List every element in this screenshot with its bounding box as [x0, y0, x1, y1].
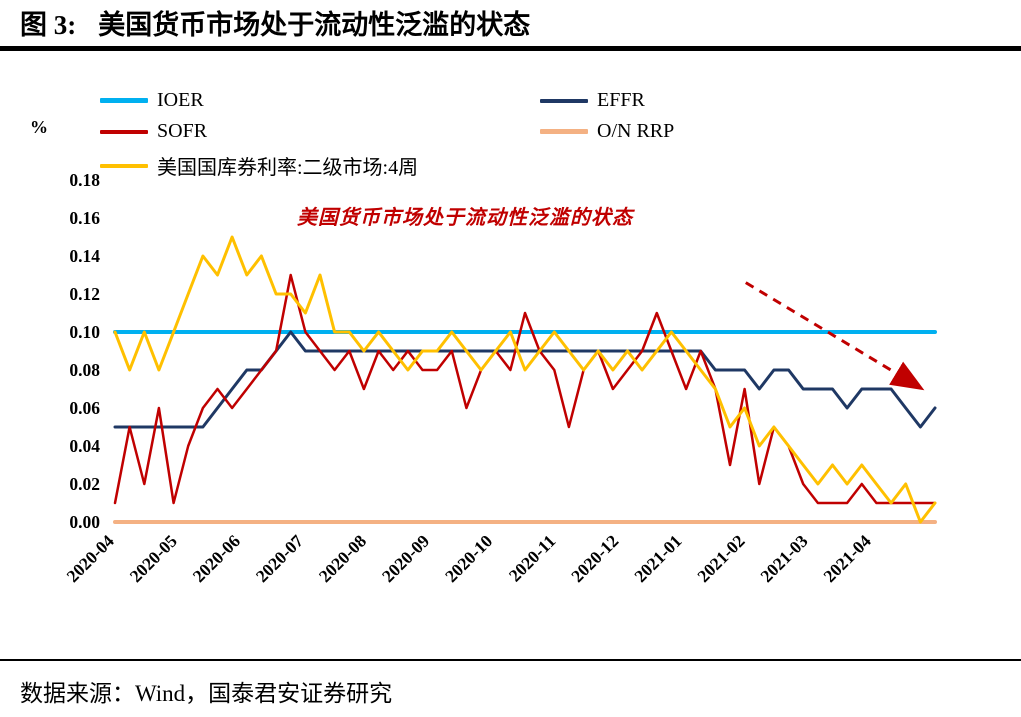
- chart-plot: 0.00 0.02 0.04 0.06 0.08 0.10 0.12 0.14 0.16 0.18…: [62, 170, 937, 587]
- x-tick-label: 2020-10: [441, 531, 497, 587]
- legend-label-tbill4w: 美国国库券利率:二级市场:4周: [157, 157, 419, 179]
- x-tick-label: 2020-12: [567, 531, 622, 586]
- y-tick-label: 0.14: [69, 246, 100, 266]
- y-tick-label: 0.12: [69, 284, 100, 304]
- x-tick-label: 2021-01: [630, 531, 685, 586]
- x-tick-label: 2021-04: [819, 531, 875, 587]
- x-tick-label: 2020-09: [378, 531, 434, 587]
- legend-label-onrrp: O/N RRP: [597, 120, 675, 142]
- y-axis-unit-label: %: [30, 117, 48, 137]
- title-rule: [0, 46, 1021, 51]
- x-tick-label: 2020-05: [126, 531, 182, 587]
- x-tick-label: 2020-08: [315, 531, 371, 587]
- trend-arrow: [744, 281, 925, 391]
- y-tick-label: 0.04: [69, 436, 100, 456]
- series-line-sofr: [113, 273, 937, 505]
- x-tick-label: 2021-02: [693, 531, 748, 586]
- data-source: 数据来源：Wind，国泰君安证券研究: [20, 681, 393, 706]
- y-tick-label: 0.08: [69, 360, 100, 380]
- legend-line-swatch-tbill4w: [100, 163, 148, 168]
- figure-number: 图 3:: [20, 10, 77, 40]
- legend-item-tbill4w: 美国国库券利率:二级市场:4周: [100, 151, 418, 180]
- y-tick-label: 0.06: [69, 398, 100, 418]
- legend-line-swatch-ioer: [100, 98, 148, 103]
- figure-header: 图 3: 美国货币市场处于流动性泛滥的状态: [0, 0, 1021, 51]
- footer-rule: [0, 659, 1021, 661]
- y-tick-label: 0.02: [69, 474, 100, 494]
- series-line-effr: [113, 330, 937, 429]
- legend-line-swatch-effr: [540, 98, 588, 103]
- legend-line-swatch-sofr: [100, 129, 148, 134]
- figure-title-text: 美国货币市场处于流动性泛滥的状态: [98, 10, 531, 40]
- legend-item-ioer: IOER: [100, 89, 204, 112]
- figure-title: 图 3: 美国货币市场处于流动性泛滥的状态: [0, 0, 1021, 43]
- annotation-arrow-layer: [744, 281, 925, 391]
- legend-label-sofr: SOFR: [157, 120, 208, 142]
- y-tick-label: 0.10: [69, 322, 100, 342]
- y-tick-label: 0.18: [69, 170, 100, 190]
- legend-label-effr: EFFR: [597, 89, 645, 111]
- legend-label-ioer: IOER: [157, 89, 204, 111]
- legend-item-sofr: SOFR: [100, 120, 207, 143]
- x-tick-label: 2020-06: [189, 531, 245, 587]
- x-tick-label: 2020-04: [62, 531, 118, 587]
- legend-item-effr: EFFR: [540, 89, 645, 112]
- series-layer: [113, 235, 937, 524]
- figure-footer: 数据来源：Wind，国泰君安证券研究: [0, 659, 1021, 708]
- y-tick-label: 0.00: [69, 512, 100, 532]
- x-tick-label: 2020-07: [252, 531, 308, 587]
- legend-item-onrrp: O/N RRP: [540, 120, 674, 143]
- y-tick-label: 0.16: [69, 208, 100, 228]
- x-tick-label: 2020-11: [505, 531, 560, 586]
- series-line-tbill4w: [113, 235, 937, 524]
- x-tick-label: 2021-03: [756, 531, 812, 587]
- chart-annotation: 美国货币市场处于流动性泛滥的状态: [297, 207, 633, 229]
- legend-line-swatch-onrrp: [540, 129, 588, 134]
- chart-area: 0.00 0.02 0.04 0.06 0.08 0.10 0.12 0.14 0.16 0.18…: [0, 55, 1021, 655]
